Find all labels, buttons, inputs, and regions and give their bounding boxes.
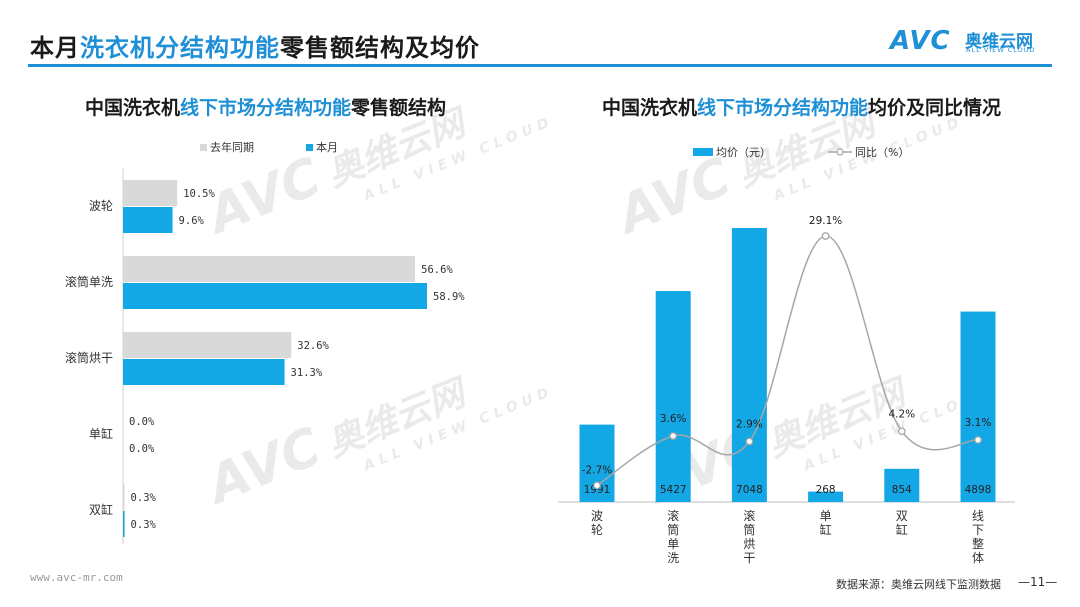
- data-label: 0.3%: [131, 492, 157, 504]
- yoy-point: [593, 481, 601, 490]
- bar-avg-price: [884, 468, 920, 502]
- legend-swatch-last-year: [200, 144, 207, 151]
- bar-avg-price: [808, 491, 844, 502]
- yoy-value-label: 3.6%: [660, 413, 687, 425]
- yoy-point: [669, 432, 678, 440]
- bar-value-label: 4898: [965, 484, 992, 496]
- page-title: 本月洗衣机分结构功能零售额结构及均价: [30, 28, 480, 63]
- logo-en: ALL VIEW CLOUD: [966, 46, 1036, 54]
- category-label: 滚筒烘干: [65, 350, 113, 365]
- data-label: 9.6%: [179, 215, 205, 227]
- bar-avg-price: [960, 311, 996, 502]
- category-label: 双缸: [896, 509, 908, 537]
- data-label: 0.0%: [129, 416, 155, 428]
- legend-swatch-avg-price: [693, 148, 713, 156]
- category-label: 滚筒单洗: [65, 274, 113, 289]
- bar-last-year: [123, 332, 292, 358]
- page-title-highlight: 洗衣机分结构功能: [80, 34, 280, 62]
- yoy-value-label: 3.1%: [965, 417, 992, 429]
- footer-url: www.avc-mr.com: [30, 571, 123, 584]
- bar-current: [123, 359, 285, 385]
- footer-source: 数据来源：奥维云网线下监测数据: [836, 578, 1001, 591]
- bar-value-label: 1991: [584, 484, 611, 496]
- logo-brand: AVC: [890, 26, 951, 56]
- bar-value-label: 5427: [660, 484, 687, 496]
- legend-label-current: 本月: [316, 140, 338, 154]
- bar-last-year: [123, 180, 178, 206]
- legend-label-last-year: 去年同期: [210, 140, 254, 154]
- right-chart-title: 中国洗衣机线下市场分结构功能均价及同比情况: [602, 97, 1002, 119]
- yoy-value-label: 2.9%: [736, 418, 763, 430]
- left-chart-title: 中国洗衣机线下市场分结构功能零售额结构: [85, 97, 447, 119]
- category-label: 滚筒烘干: [743, 508, 755, 565]
- category-label: 波轮: [591, 509, 603, 537]
- yoy-point: [745, 437, 754, 446]
- legend-swatch-current: [306, 144, 313, 151]
- bar-value-label: 7048: [736, 484, 763, 496]
- yoy-point: [974, 436, 982, 444]
- category-label: 滚筒单洗: [667, 508, 679, 565]
- bar-value-label: 854: [892, 484, 912, 496]
- logo-cn: 奥维云网: [965, 32, 1033, 52]
- bar-last-year: [123, 484, 125, 510]
- category-label: 线下整体: [972, 509, 984, 565]
- data-label: 56.6%: [421, 264, 453, 276]
- bar-value-label: 268: [816, 484, 836, 496]
- data-label: 0.0%: [129, 443, 155, 455]
- yoy-value-label: 29.1%: [809, 215, 842, 227]
- bar-last-year: [123, 256, 416, 282]
- data-label: 10.5%: [183, 188, 215, 200]
- bar-current: [123, 283, 427, 309]
- page-title-prefix: 本月: [30, 34, 80, 62]
- yoy-point: [897, 427, 906, 436]
- data-label: 0.3%: [131, 519, 157, 531]
- yoy-value-label: 4.2%: [888, 408, 915, 420]
- page-number: —11—: [1018, 575, 1058, 589]
- bar-current: [123, 207, 173, 233]
- bar-avg-price: [731, 228, 767, 502]
- avc-logo: AVC 奥维云网 ALL VIEW CLOUD: [890, 26, 1060, 56]
- category-label: 单缸: [89, 426, 113, 441]
- header-divider: [28, 64, 1052, 67]
- legend-label-avg-price: 均价（元）: [716, 146, 771, 159]
- yoy-point: [821, 232, 830, 240]
- bar-avg-price: [655, 291, 691, 502]
- category-label: 双缸: [89, 502, 113, 517]
- yoy-line: [596, 235, 979, 487]
- bar-current: [123, 511, 125, 537]
- legend-label-yoy: 同比（%）: [855, 146, 909, 159]
- data-label: 58.9%: [433, 291, 465, 303]
- page-title-suffix: 零售额结构及均价: [280, 34, 480, 62]
- legend-marker-yoy: [836, 148, 844, 156]
- category-label: 单缸: [820, 509, 832, 537]
- category-label: 波轮: [89, 199, 113, 213]
- data-label: 31.3%: [291, 367, 323, 379]
- yoy-value-label: -2.7%: [582, 464, 612, 476]
- data-label: 32.6%: [297, 340, 329, 352]
